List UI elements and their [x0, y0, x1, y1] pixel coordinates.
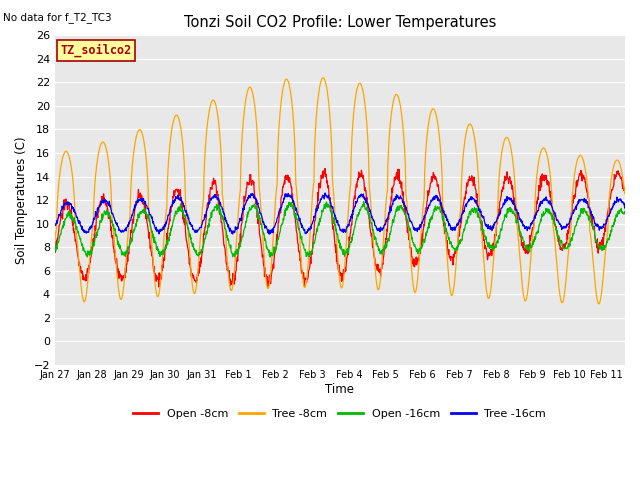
Open -8cm — [216, 201, 223, 207]
Title: Tonzi Soil CO2 Profile: Lower Temperatures: Tonzi Soil CO2 Profile: Lower Temperatur… — [184, 15, 496, 30]
Line: Open -8cm: Open -8cm — [55, 168, 625, 288]
Text: TZ_soilco2: TZ_soilco2 — [61, 44, 132, 57]
Tree -8cm — [595, 301, 603, 307]
Open -16cm — [164, 238, 172, 244]
Open -8cm — [546, 189, 554, 194]
Tree -16cm — [483, 222, 490, 228]
Tree -8cm — [546, 167, 554, 172]
X-axis label: Time: Time — [325, 383, 355, 396]
Open -16cm — [266, 254, 274, 260]
Tree -16cm — [621, 205, 628, 211]
Tree -8cm — [267, 266, 275, 272]
Tree -8cm — [483, 287, 490, 292]
Tree -16cm — [164, 212, 172, 218]
Tree -16cm — [546, 198, 554, 204]
Tree -16cm — [268, 229, 275, 235]
Open -16cm — [360, 199, 367, 204]
Open -8cm — [621, 189, 628, 195]
Tree -8cm — [216, 126, 223, 132]
Line: Open -16cm: Open -16cm — [55, 202, 625, 257]
Tree -8cm — [621, 191, 628, 196]
Open -8cm — [264, 285, 272, 291]
Tree -16cm — [51, 223, 59, 228]
Legend: Open -8cm, Tree -8cm, Open -16cm, Tree -16cm: Open -8cm, Tree -8cm, Open -16cm, Tree -… — [129, 405, 550, 423]
Tree -16cm — [216, 197, 223, 203]
Open -8cm — [164, 226, 172, 231]
Open -8cm — [268, 272, 275, 278]
Open -8cm — [483, 250, 490, 255]
Tree -8cm — [164, 168, 172, 173]
Open -8cm — [51, 248, 59, 253]
Open -16cm — [483, 240, 490, 245]
Tree -8cm — [51, 238, 59, 243]
Tree -8cm — [154, 293, 161, 299]
Line: Tree -8cm: Tree -8cm — [55, 78, 625, 304]
Line: Tree -16cm: Tree -16cm — [55, 193, 625, 234]
Open -8cm — [154, 275, 161, 281]
Tree -8cm — [319, 75, 327, 81]
Open -16cm — [216, 210, 223, 216]
Open -8cm — [321, 166, 329, 171]
Open -16cm — [621, 208, 628, 214]
Open -16cm — [546, 211, 554, 217]
Tree -16cm — [229, 231, 237, 237]
Tree -16cm — [154, 228, 161, 234]
Open -16cm — [154, 246, 161, 252]
Open -16cm — [268, 250, 275, 256]
Tree -16cm — [321, 190, 329, 196]
Y-axis label: Soil Temperatures (C): Soil Temperatures (C) — [15, 136, 28, 264]
Open -16cm — [51, 243, 59, 249]
Text: No data for f_T2_TC3: No data for f_T2_TC3 — [3, 12, 112, 23]
